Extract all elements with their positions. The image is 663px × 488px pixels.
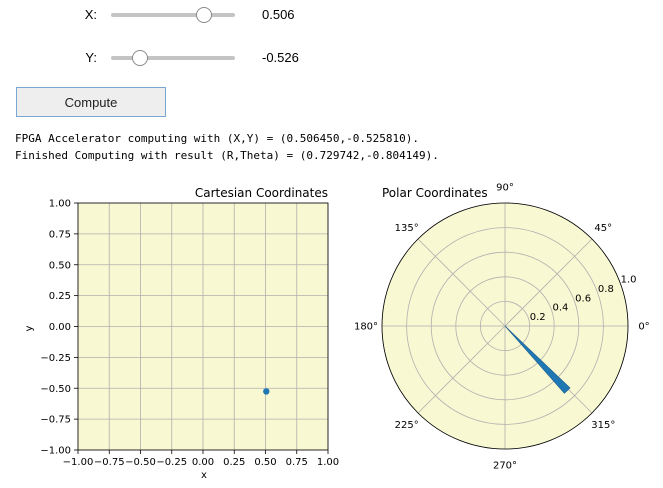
y-tick-label: −0.75 bbox=[40, 415, 71, 426]
plots-area: −1.00 −0.75 −0.50 −0.25 0.00 0.25 0.50 0.75 1.00… bbox=[24, 183, 650, 482]
y-tick-label: −1.00 bbox=[40, 446, 71, 457]
x-tick-label: 0.75 bbox=[286, 457, 308, 468]
compute-button[interactable]: Compute bbox=[16, 87, 166, 117]
x-tick-label: 0.00 bbox=[192, 457, 214, 468]
x-slider-label: X: bbox=[84, 7, 97, 22]
angular-grid-line bbox=[504, 238, 593, 327]
y-tick-label: −0.25 bbox=[40, 353, 71, 364]
angle-tick-label: 45° bbox=[594, 223, 612, 234]
y-value-readout: -0.526 bbox=[262, 50, 299, 65]
radius-tick-label: 1.0 bbox=[621, 274, 637, 285]
console-line: Finished Computing with result (R,Theta)… bbox=[15, 149, 439, 162]
polar-frame bbox=[381, 202, 629, 450]
angle-tick-label: 315° bbox=[591, 420, 615, 431]
y-tick-label: 0.50 bbox=[49, 260, 71, 271]
radius-tick-label: 0.6 bbox=[575, 293, 591, 304]
y-tick-label: 0.75 bbox=[49, 229, 71, 240]
chart-title: Polar Coordinates bbox=[382, 186, 488, 200]
y-tick-label: 1.00 bbox=[49, 199, 71, 210]
radius-tick-label: 0.8 bbox=[598, 284, 614, 295]
x-tick-label: −0.50 bbox=[125, 457, 156, 468]
angle-tick-label: 135° bbox=[395, 223, 419, 234]
y-slider-row: Y: -0.526 bbox=[0, 46, 330, 70]
y-slider[interactable] bbox=[111, 50, 235, 66]
x-slider-thumb[interactable] bbox=[196, 7, 213, 23]
x-tick-label: 0.25 bbox=[223, 457, 245, 468]
console-output: FPGA Accelerator computing with (X,Y) = … bbox=[15, 130, 439, 164]
x-tick-label: −0.75 bbox=[94, 457, 125, 468]
x-value-readout: 0.506 bbox=[262, 7, 295, 22]
y-slider-label: Y: bbox=[85, 50, 97, 65]
angle-tick-label: 90° bbox=[496, 183, 514, 194]
x-slider-row: X: 0.506 bbox=[0, 3, 330, 27]
x-slider[interactable] bbox=[111, 7, 235, 23]
angular-grid-line bbox=[417, 325, 506, 414]
angle-tick-label: 180° bbox=[354, 322, 378, 333]
angle-tick-label: 270° bbox=[493, 461, 517, 472]
radius-tick-label: 0.2 bbox=[530, 312, 546, 323]
x-tick-label: 0.50 bbox=[254, 457, 276, 468]
console-line: FPGA Accelerator computing with (X,Y) = … bbox=[15, 132, 419, 145]
chart-title: Cartesian Coordinates bbox=[195, 186, 328, 200]
y-axis-label: y bbox=[24, 325, 35, 331]
polar-chart: 0° 45° 90° 135° 180° 225° 270° 315° 0.2 0.4 0.6 0.8… bbox=[354, 183, 650, 472]
radius-tick-label: 0.4 bbox=[552, 303, 568, 314]
data-point bbox=[263, 388, 270, 395]
plot-frame bbox=[77, 202, 329, 451]
x-tick-label: −0.25 bbox=[156, 457, 187, 468]
angular-grid-line bbox=[417, 238, 506, 327]
cartesian-chart: −1.00 −0.75 −0.50 −0.25 0.00 0.25 0.50 0.75 1.00… bbox=[24, 186, 339, 481]
polar-bar bbox=[504, 325, 571, 394]
y-tick-label: −0.50 bbox=[40, 384, 71, 395]
y-tick-label: 0.00 bbox=[49, 322, 71, 333]
y-slider-thumb[interactable] bbox=[132, 50, 149, 66]
angle-tick-label: 0° bbox=[638, 322, 649, 333]
x-tick-label: 1.00 bbox=[317, 457, 339, 468]
angle-tick-label: 225° bbox=[395, 420, 419, 431]
y-tick-label: 0.25 bbox=[49, 291, 71, 302]
x-axis-label: x bbox=[201, 470, 207, 481]
x-tick-label: −1.00 bbox=[63, 457, 94, 468]
